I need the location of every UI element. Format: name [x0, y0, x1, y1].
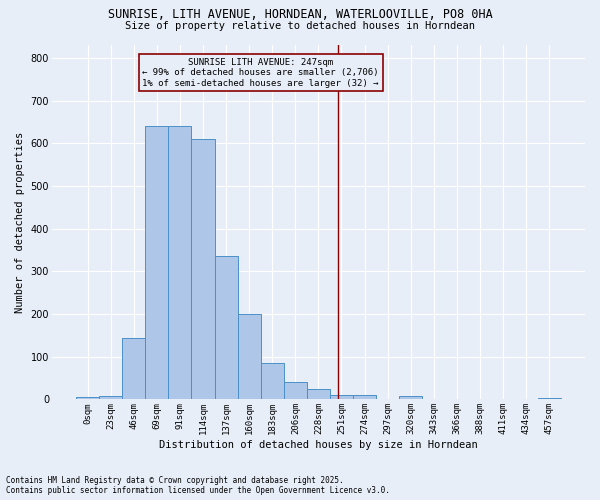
Text: Contains HM Land Registry data © Crown copyright and database right 2025.
Contai: Contains HM Land Registry data © Crown c… — [6, 476, 390, 495]
Bar — [215, 256, 238, 400]
Bar — [261, 363, 284, 400]
Bar — [284, 382, 307, 400]
Bar — [330, 395, 353, 400]
Bar — [169, 126, 191, 400]
Bar — [399, 396, 422, 400]
Text: SUNRISE LITH AVENUE: 247sqm
← 99% of detached houses are smaller (2,706)
1% of s: SUNRISE LITH AVENUE: 247sqm ← 99% of det… — [142, 58, 379, 88]
Text: SUNRISE, LITH AVENUE, HORNDEAN, WATERLOOVILLE, PO8 0HA: SUNRISE, LITH AVENUE, HORNDEAN, WATERLOO… — [107, 8, 493, 20]
Y-axis label: Number of detached properties: Number of detached properties — [15, 132, 25, 313]
Text: Size of property relative to detached houses in Horndean: Size of property relative to detached ho… — [125, 21, 475, 31]
Bar — [191, 139, 215, 400]
Bar — [145, 126, 169, 400]
Bar — [238, 314, 261, 400]
Bar — [122, 338, 145, 400]
Bar — [538, 398, 561, 400]
X-axis label: Distribution of detached houses by size in Horndean: Distribution of detached houses by size … — [159, 440, 478, 450]
Bar — [99, 396, 122, 400]
Bar — [307, 388, 330, 400]
Bar — [353, 395, 376, 400]
Bar — [76, 398, 99, 400]
